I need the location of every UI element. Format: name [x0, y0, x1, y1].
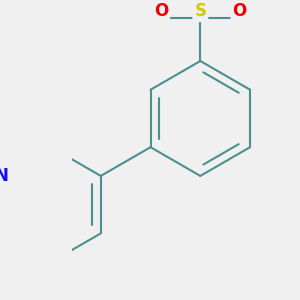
Text: O: O: [232, 2, 247, 20]
Text: S: S: [194, 2, 206, 20]
Text: O: O: [154, 2, 168, 20]
Text: N: N: [0, 167, 8, 185]
